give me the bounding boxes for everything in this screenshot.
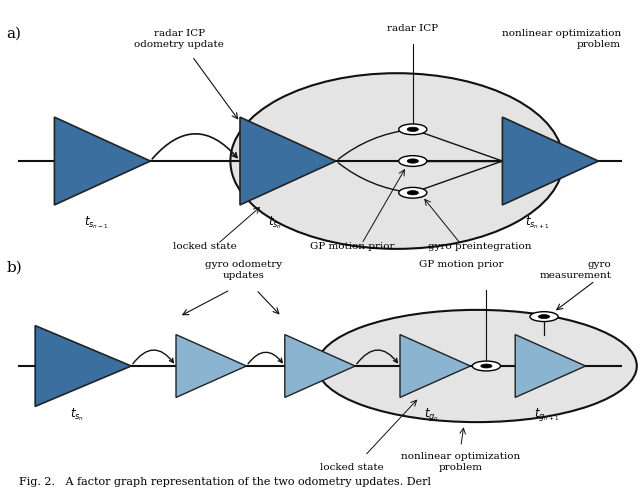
Text: nonlinear optimization
problem: nonlinear optimization problem	[401, 452, 520, 471]
Circle shape	[538, 315, 550, 319]
Polygon shape	[515, 335, 586, 397]
Circle shape	[407, 159, 419, 163]
Text: $t_{s_{n+1}}$: $t_{s_{n+1}}$	[525, 215, 550, 231]
Circle shape	[399, 124, 427, 135]
Text: b): b)	[6, 261, 22, 274]
Polygon shape	[54, 117, 150, 205]
Text: gyro
measurement: gyro measurement	[539, 261, 611, 280]
FancyArrowPatch shape	[338, 163, 410, 192]
Text: locked state: locked state	[320, 463, 384, 471]
Circle shape	[530, 312, 558, 322]
Circle shape	[317, 310, 637, 422]
Text: nonlinear optimization
problem: nonlinear optimization problem	[502, 29, 621, 49]
Text: locked state: locked state	[173, 243, 237, 251]
Text: radar ICP
odometry update: radar ICP odometry update	[134, 29, 224, 49]
FancyArrowPatch shape	[248, 352, 282, 364]
Text: gyro odometry
updates: gyro odometry updates	[205, 261, 282, 280]
Text: a): a)	[6, 27, 21, 41]
Polygon shape	[285, 335, 355, 397]
Text: $t_{s_n}$: $t_{s_n}$	[268, 215, 282, 231]
Circle shape	[481, 364, 492, 368]
Circle shape	[407, 191, 419, 195]
Polygon shape	[400, 335, 470, 397]
Text: $t_{g_n}$: $t_{g_n}$	[424, 407, 440, 424]
Text: $t_{s_n}$: $t_{s_n}$	[70, 407, 84, 423]
Text: GP motion prior: GP motion prior	[310, 243, 394, 251]
FancyArrowPatch shape	[133, 350, 173, 364]
Text: radar ICP: radar ICP	[387, 24, 438, 33]
Circle shape	[399, 187, 427, 198]
Text: gyro preintegration: gyro preintegration	[428, 243, 532, 251]
Polygon shape	[502, 117, 598, 205]
FancyArrowPatch shape	[357, 350, 397, 364]
Circle shape	[407, 127, 419, 131]
Circle shape	[472, 361, 500, 371]
Polygon shape	[176, 335, 246, 397]
Ellipse shape	[230, 73, 563, 249]
Text: $t_{s_{n-1}}$: $t_{s_{n-1}}$	[84, 215, 108, 231]
FancyArrowPatch shape	[338, 130, 410, 159]
Polygon shape	[35, 325, 131, 407]
Text: GP motion prior: GP motion prior	[419, 261, 503, 269]
Text: Fig. 2.   A factor graph representation of the two odometry updates. Derl: Fig. 2. A factor graph representation of…	[19, 477, 431, 487]
Polygon shape	[240, 117, 336, 205]
Circle shape	[399, 156, 427, 166]
FancyArrowPatch shape	[152, 134, 237, 159]
Text: $t_{g_{n+1}}$: $t_{g_{n+1}}$	[534, 407, 560, 424]
